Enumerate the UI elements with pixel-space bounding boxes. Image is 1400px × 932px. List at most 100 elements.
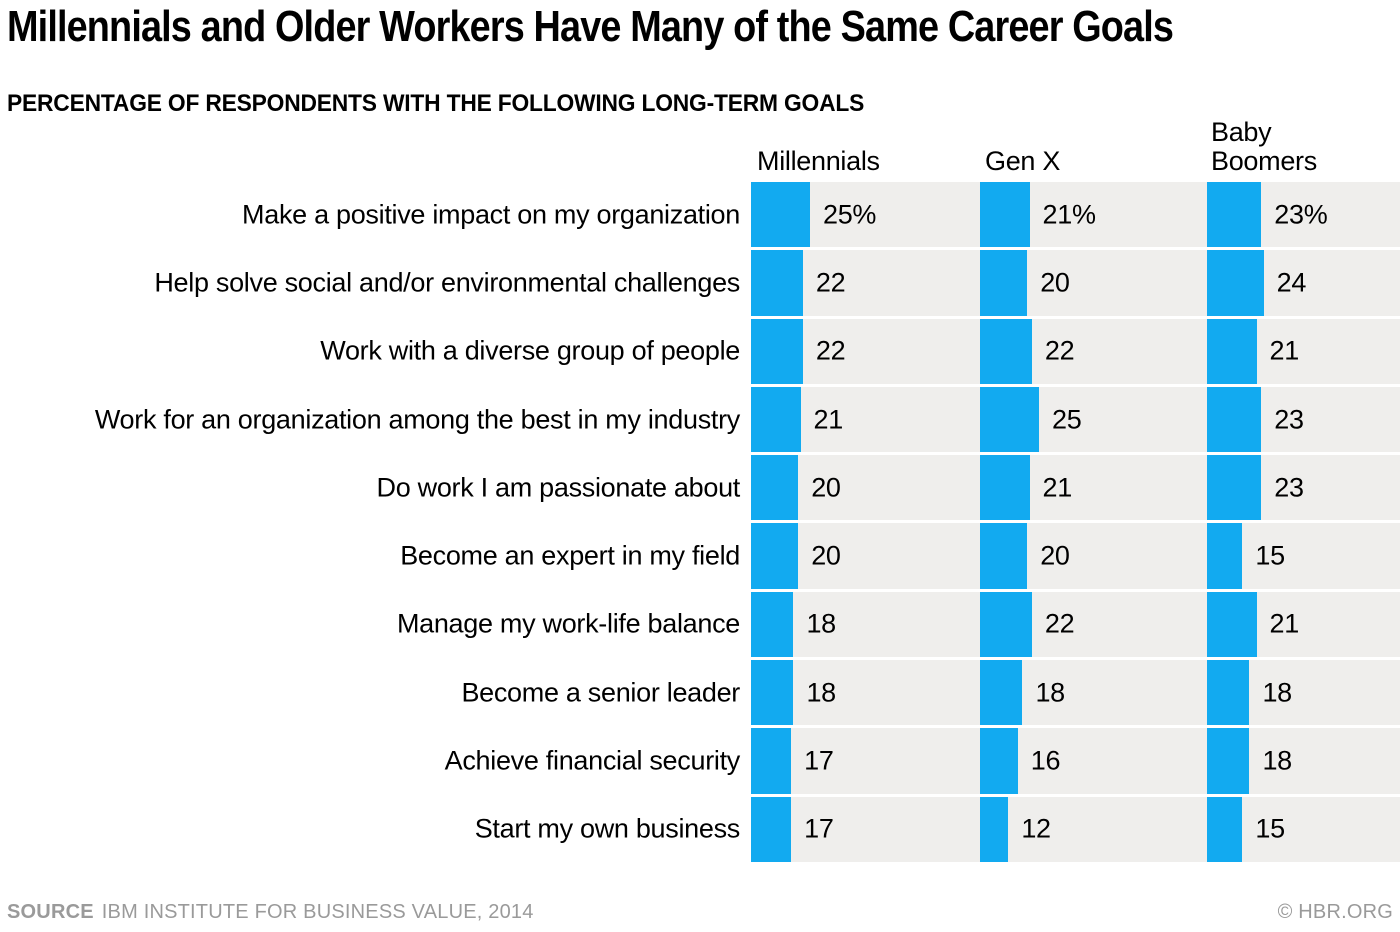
bar: [751, 796, 792, 862]
bar: [1207, 386, 1262, 453]
bar: [980, 318, 1032, 384]
bar: [1207, 660, 1250, 726]
bar-value: 17: [804, 745, 834, 776]
bar: [751, 182, 810, 248]
row-label: Work for an organization among the best …: [94, 404, 740, 435]
bar-value: 18: [1262, 745, 1292, 776]
bar: [751, 728, 792, 794]
row-band: 17 12 15: [751, 796, 1400, 862]
row-label: Achieve financial security: [444, 745, 741, 776]
row-label: Become an expert in my field: [400, 540, 740, 571]
chart-subtitle: PERCENTAGE OF RESPONDENTS WITH THE FOLLO…: [7, 90, 865, 117]
bar: [1207, 591, 1257, 658]
copyright: © HBR.ORG: [1277, 901, 1393, 923]
row-band: 21 25 23: [751, 386, 1400, 453]
bar-value: 22: [1044, 335, 1075, 366]
bar-value: 18: [1262, 677, 1292, 708]
bar: [1207, 182, 1262, 248]
chart-rows: Make a positive impact on my organizatio…: [0, 182, 1400, 865]
chart-row: Manage my work-life balance 18 22 21: [0, 591, 1400, 658]
row-band: 25% 21% 23%: [751, 182, 1400, 248]
column-header-gen-x: Gen X: [985, 146, 1061, 177]
chart-row: Help solve social and/or environmental c…: [0, 250, 1400, 316]
bar-value: 18: [806, 677, 836, 708]
bar: [1207, 455, 1262, 521]
row-band: 17 16 18: [751, 728, 1400, 794]
bar-value: 12: [1021, 813, 1051, 844]
row-label: Become a senior leader: [461, 677, 740, 708]
bar: [751, 318, 803, 384]
row-band: 18 18 18: [751, 660, 1400, 726]
bar: [751, 660, 794, 726]
bar: [1207, 318, 1257, 384]
bar-value: 21: [813, 404, 844, 435]
chart-title: Millennials and Older Workers Have Many …: [7, 2, 1174, 51]
bar-value: 21: [1269, 335, 1300, 366]
bar: [980, 182, 1030, 248]
chart-row: Start my own business 17 12 15: [0, 796, 1400, 862]
bar-value: 23%: [1274, 199, 1328, 230]
bar: [980, 796, 1009, 862]
row-band: 20 20 15: [751, 523, 1400, 589]
bar: [980, 591, 1032, 658]
chart-row: Become a senior leader 18 18 18: [0, 660, 1400, 726]
column-header-baby-boomers: Baby Boomers: [1211, 116, 1317, 177]
bar-value: 22: [815, 267, 846, 298]
source-note: SOURCE IBM INSTITUTE FOR BUSINESS VALUE, …: [7, 901, 534, 924]
chart-row: Do work I am passionate about 20 21 23: [0, 455, 1400, 521]
bar-value: 22: [1044, 608, 1075, 639]
bar: [980, 386, 1039, 453]
bar: [980, 523, 1028, 589]
source-text: IBM INSTITUTE FOR BUSINESS VALUE, 2014: [101, 901, 534, 923]
bar: [751, 386, 801, 453]
bar-value: 17: [804, 813, 834, 844]
bar-value: 18: [806, 608, 836, 639]
row-label: Make a positive impact on my organizatio…: [242, 199, 740, 230]
bar: [980, 250, 1028, 316]
bar-value: 20: [1040, 540, 1070, 571]
bar-value: 20: [1040, 267, 1070, 298]
row-band: 22 20 24: [751, 250, 1400, 316]
row-band: 18 22 21: [751, 591, 1400, 658]
column-header-millennials: Millennials: [757, 146, 880, 177]
bar-value: 20: [811, 540, 841, 571]
source-label: SOURCE: [7, 901, 94, 923]
row-label: Do work I am passionate about: [376, 472, 741, 503]
bar-value: 16: [1030, 745, 1061, 776]
chart-row: Become an expert in my field 20 20 15: [0, 523, 1400, 589]
bar: [1207, 250, 1264, 316]
bar-value: 25%: [823, 199, 877, 230]
bar: [980, 455, 1030, 521]
bar-value: 23: [1274, 472, 1304, 503]
bar: [751, 250, 803, 316]
chart-footer: SOURCE IBM INSTITUTE FOR BUSINESS VALUE, …: [7, 901, 1393, 924]
bar-value: 21: [1042, 472, 1073, 503]
row-label: Manage my work-life balance: [396, 608, 740, 639]
bar-value: 21%: [1042, 199, 1096, 230]
bar-value: 23: [1274, 404, 1304, 435]
chart-row: Work for an organization among the best …: [0, 386, 1400, 453]
bar-value: 24: [1276, 267, 1307, 298]
bar: [751, 523, 799, 589]
bar-value: 15: [1255, 540, 1285, 571]
bar-value: 21: [1269, 608, 1300, 639]
row-label: Help solve social and/or environmental c…: [154, 267, 740, 298]
row-band: 20 21 23: [751, 455, 1400, 521]
bar-value: 20: [811, 472, 841, 503]
row-label: Start my own business: [474, 813, 741, 844]
chart-row: Make a positive impact on my organizatio…: [0, 182, 1400, 248]
bar: [751, 455, 799, 521]
bar-value: 18: [1035, 677, 1065, 708]
bar: [1207, 523, 1243, 589]
bar: [980, 728, 1018, 794]
bar: [980, 660, 1023, 726]
bar-value: 15: [1255, 813, 1285, 844]
bar: [751, 591, 794, 658]
bar-value: 25: [1052, 404, 1082, 435]
bar-value: 22: [815, 335, 846, 366]
chart-row: Achieve financial security 17 16 18: [0, 728, 1400, 794]
bar: [1207, 796, 1243, 862]
row-band: 22 22 21: [751, 318, 1400, 384]
chart-row: Work with a diverse group of people 22 22 2…: [0, 318, 1400, 384]
